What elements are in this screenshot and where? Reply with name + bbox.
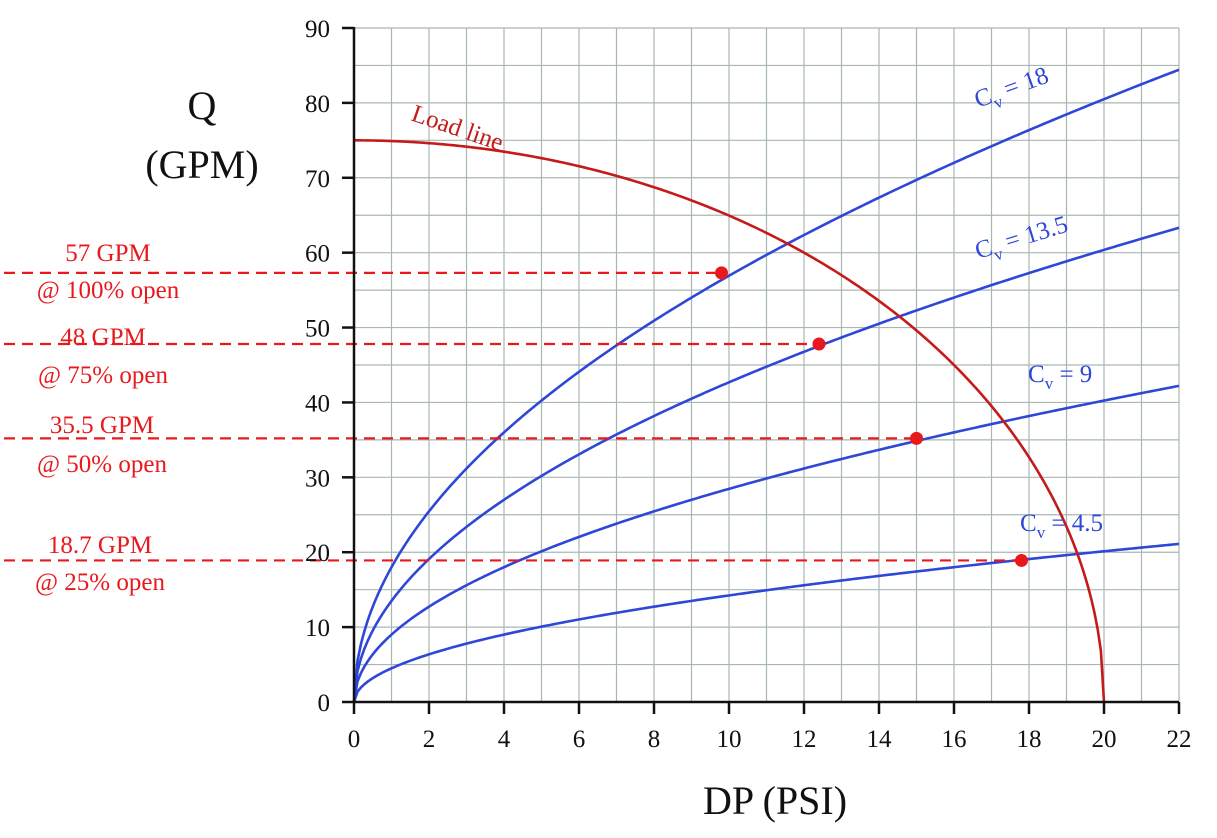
series-line-cv-18	[352, 68, 1180, 703]
operating-point-opening-label: @ 75% open	[38, 362, 168, 389]
y-tick-label: 80	[305, 91, 330, 118]
y-tick-label: 10	[305, 615, 330, 642]
y-tick-label: 90	[305, 16, 330, 43]
x-tick-label: 20	[1092, 726, 1117, 753]
x-tick-label: 10	[717, 726, 742, 753]
series-label-sub: v	[1045, 374, 1054, 393]
y-tick-label: 50	[305, 316, 330, 343]
x-tick-label: 6	[573, 726, 586, 753]
series-label-1: Cv = 13.5	[972, 211, 1073, 270]
x-tick-label: 14	[867, 726, 893, 753]
series-label-rest: = 18	[994, 62, 1052, 105]
operating-point-opening-label: @ 100% open	[37, 277, 180, 304]
series-line-cv-4-5	[352, 542, 1180, 703]
operating-point-flow-label: 18.7 GPM	[48, 532, 152, 559]
axes-layer	[342, 26, 1181, 714]
series-label-base: C	[1028, 361, 1045, 388]
series-label-base: Load line	[408, 100, 507, 156]
y-tick-label: 40	[305, 390, 330, 417]
operating-point-opening-label: @ 25% open	[35, 569, 165, 596]
grid	[353, 27, 1180, 703]
series-label-2: Cv = 9	[1028, 361, 1092, 393]
series-label-rest: = 9	[1053, 361, 1092, 388]
series-label-4: Load line	[408, 100, 507, 156]
series-label-rest: = 4.5	[1045, 510, 1103, 537]
annotations-layer: 57 GPM @ 100% open 48 GPM @ 75% open 35.5 GP…	[4, 240, 1028, 596]
series-label-3: Cv = 4.5	[1020, 510, 1103, 542]
operating-point-marker	[1015, 553, 1028, 567]
y-tick-label: 30	[305, 465, 330, 492]
operating-point-marker	[910, 431, 923, 445]
series-line-load	[353, 139, 1106, 703]
operating-point-flow-label: 48 GPM	[60, 324, 145, 351]
x-tick-label: 4	[498, 726, 511, 753]
series-line-cv-13-5	[352, 226, 1180, 703]
y-axis-title-line2: (GPM)	[145, 142, 258, 187]
x-axis-title: DP (PSI)	[703, 778, 847, 823]
x-tick-label: 22	[1167, 726, 1192, 753]
operating-point-marker	[715, 266, 728, 280]
x-tick-label: 8	[648, 726, 661, 753]
series-label-base: C	[1020, 510, 1037, 537]
operating-point-flow-label: 35.5 GPM	[50, 412, 154, 439]
series-label-rest: = 13.5	[996, 211, 1071, 257]
operating-point-opening-label: @ 50% open	[37, 451, 167, 478]
y-tick-label: 0	[318, 690, 331, 717]
x-tick-label: 18	[1017, 726, 1042, 753]
y-tick-label: 70	[305, 166, 330, 193]
series-label-base: C	[972, 234, 996, 265]
x-tick-label: 12	[792, 726, 817, 753]
x-tick-label: 16	[942, 726, 967, 753]
tick-labels: 0 2 4 6 8 10 12 14 16 18 20 22 0 10 20 30 40 50 60 70 80 90	[305, 16, 1192, 753]
series-label-sub: v	[1037, 523, 1046, 542]
y-tick-label: 60	[305, 241, 330, 268]
series-line-cv-9	[352, 384, 1180, 703]
series-label-0: Cv = 18	[971, 62, 1054, 118]
x-tick-label: 2	[423, 726, 436, 753]
operating-point-marker	[812, 337, 826, 351]
y-tick-label: 20	[305, 540, 330, 567]
x-tick-label: 0	[348, 726, 361, 753]
y-axis-title-line1: Q	[188, 83, 217, 128]
operating-point-flow-label: 57 GPM	[65, 240, 150, 267]
